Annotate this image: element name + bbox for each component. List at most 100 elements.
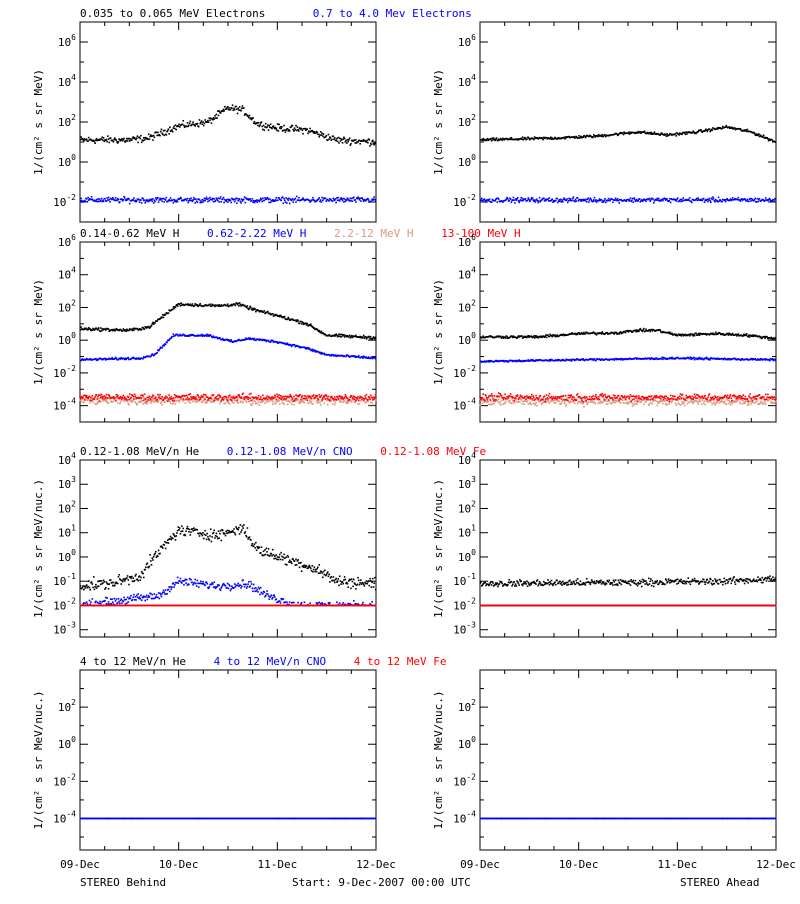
data-point (339, 336, 341, 338)
data-point (664, 198, 666, 200)
data-point (188, 394, 190, 396)
legend-label: 0.62-2.22 MeV H (207, 227, 306, 240)
data-point (746, 400, 748, 402)
data-point (318, 399, 320, 401)
data-point (204, 123, 206, 125)
data-point (88, 137, 90, 139)
data-point (218, 398, 220, 400)
data-point (613, 400, 615, 402)
data-point (533, 139, 535, 141)
data-point (187, 122, 189, 124)
data-point (360, 200, 362, 202)
data-point (555, 402, 557, 404)
data-point (697, 131, 699, 133)
data-point (162, 314, 164, 316)
data-point (173, 333, 175, 335)
data-point (343, 201, 345, 203)
data-point (221, 399, 223, 401)
data-point (361, 197, 363, 199)
data-point (285, 396, 287, 398)
data-point (177, 305, 179, 307)
data-point (549, 197, 551, 199)
data-point (176, 304, 178, 306)
data-point (595, 199, 597, 201)
data-point (320, 396, 322, 398)
data-point (275, 402, 277, 404)
data-point (195, 198, 197, 200)
data-point (170, 398, 172, 400)
data-point (213, 198, 215, 200)
data-point (278, 400, 280, 402)
data-point (113, 141, 115, 143)
data-point (151, 323, 153, 325)
data-point (175, 403, 177, 405)
data-point (171, 398, 173, 400)
data-point (236, 108, 238, 110)
data-point (166, 397, 168, 399)
data-point (549, 336, 551, 338)
data-point (159, 135, 161, 137)
data-point (369, 397, 371, 399)
data-point (80, 401, 82, 403)
data-point (304, 402, 306, 404)
data-point (84, 399, 86, 401)
data-point (296, 321, 298, 323)
data-point (256, 201, 258, 203)
data-point (240, 200, 242, 202)
data-point (225, 396, 227, 398)
data-point (188, 200, 190, 202)
data-point (234, 400, 236, 402)
data-point (262, 395, 264, 397)
data-point (270, 398, 272, 400)
data-point (100, 327, 102, 329)
data-point (527, 199, 529, 201)
data-point (244, 399, 246, 401)
data-point (565, 395, 567, 397)
data-point (346, 142, 348, 144)
data-point (115, 329, 117, 331)
data-point (147, 403, 149, 405)
data-point (152, 398, 154, 400)
data-point (501, 139, 503, 141)
data-point (706, 199, 708, 201)
data-point (268, 202, 270, 204)
data-point (83, 140, 85, 142)
data-point (485, 201, 487, 203)
data-point (710, 201, 712, 203)
legend-label: 13-100 MeV H (441, 227, 520, 240)
data-point (592, 399, 594, 401)
data-point (299, 323, 301, 325)
data-point (116, 200, 118, 202)
data-point (287, 342, 289, 344)
data-point (325, 198, 327, 200)
data-point (703, 198, 705, 200)
data-point (292, 198, 294, 200)
data-point (325, 398, 327, 400)
data-point (681, 401, 683, 403)
data-point (279, 403, 281, 405)
data-point (515, 397, 517, 399)
data-point (321, 197, 323, 199)
data-point (299, 400, 301, 402)
data-point (338, 142, 340, 144)
data-point (89, 396, 91, 398)
data-point (114, 397, 116, 399)
data-point (742, 403, 744, 405)
data-point (606, 401, 608, 403)
data-point (201, 395, 203, 397)
data-point (272, 403, 274, 405)
data-point (230, 109, 232, 111)
data-point (519, 397, 521, 399)
data-point (596, 334, 598, 336)
data-point (256, 199, 258, 201)
data-point (282, 196, 284, 198)
data-point (740, 200, 742, 202)
data-point (311, 401, 313, 403)
data-point (232, 397, 234, 399)
data-point (709, 200, 711, 202)
data-point (189, 198, 191, 200)
data-point (634, 199, 636, 201)
data-point (123, 196, 125, 198)
data-point (163, 317, 165, 319)
